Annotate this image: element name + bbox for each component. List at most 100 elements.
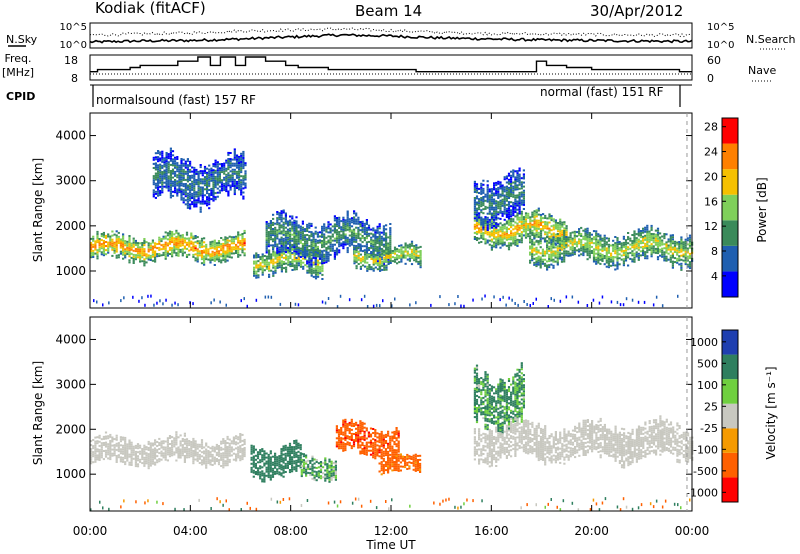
heatmap-cell xyxy=(174,301,176,305)
heatmap-cell xyxy=(408,257,411,260)
heatmap-cell xyxy=(190,234,193,237)
heatmap-cell xyxy=(370,268,373,271)
heatmap-cell xyxy=(548,253,551,256)
heatmap-cell xyxy=(176,164,179,167)
heatmap-cell xyxy=(235,245,238,248)
heatmap-cell xyxy=(194,440,197,443)
heatmap-cell xyxy=(230,240,233,243)
heatmap-cell xyxy=(482,187,485,190)
heatmap-cell xyxy=(335,249,339,252)
heatmap-cell xyxy=(96,458,99,461)
heatmap-cell xyxy=(644,226,647,229)
heatmap-cell xyxy=(325,226,328,229)
heatmap-cell xyxy=(348,298,351,302)
heatmap-cell xyxy=(359,247,362,250)
heatmap-cell xyxy=(541,260,544,263)
heatmap-cell xyxy=(368,264,371,266)
heatmap-cell xyxy=(100,452,103,455)
heatmap-cell xyxy=(141,242,144,244)
heatmap-cell xyxy=(92,245,95,248)
heatmap-cell xyxy=(495,184,498,186)
heatmap-cell xyxy=(505,207,508,210)
heatmap-cell xyxy=(507,223,511,226)
heatmap-cell xyxy=(100,454,103,457)
heatmap-cell xyxy=(520,216,523,219)
heatmap-cell xyxy=(402,252,405,255)
heatmap-cell xyxy=(552,250,555,253)
heatmap-cell xyxy=(601,249,604,252)
heatmap-cell xyxy=(302,261,305,264)
heatmap-cell xyxy=(232,246,235,249)
heatmap-cell xyxy=(186,170,189,173)
heatmap-cell xyxy=(180,174,183,177)
heatmap-cell xyxy=(181,236,184,239)
heatmap-cell xyxy=(242,187,245,190)
heatmap-cell xyxy=(342,222,345,225)
heatmap-cell xyxy=(223,172,226,175)
heatmap-cell xyxy=(232,240,235,243)
heatmap-cell xyxy=(269,226,272,229)
heatmap-cell xyxy=(253,274,256,277)
heatmap-cell xyxy=(175,449,178,452)
heatmap-cell xyxy=(338,235,341,238)
heatmap-cell xyxy=(493,206,496,209)
heatmap-cell xyxy=(214,171,217,174)
heatmap-cell xyxy=(333,249,336,252)
heatmap-cell xyxy=(151,255,154,258)
heatmap-cell xyxy=(203,245,206,248)
heatmap-cell xyxy=(194,452,197,455)
heatmap-cell xyxy=(274,265,277,268)
heatmap-cell xyxy=(257,266,260,269)
heatmap-cell xyxy=(197,179,200,182)
heatmap-cell xyxy=(228,239,231,242)
heatmap-cell xyxy=(274,243,277,246)
heatmap-cell xyxy=(268,255,271,258)
heatmap-cell xyxy=(128,249,131,252)
heatmap-cell xyxy=(169,147,172,150)
heatmap-cell xyxy=(211,240,214,243)
heatmap-cell xyxy=(490,234,493,237)
heatmap-cell xyxy=(539,224,543,226)
heatmap-cell xyxy=(546,231,549,234)
heatmap-cell xyxy=(295,242,298,245)
heatmap-cell xyxy=(563,223,566,226)
heatmap-cell xyxy=(195,203,198,206)
heatmap-cell xyxy=(622,264,625,267)
heatmap-cell xyxy=(237,253,240,256)
heatmap-cell xyxy=(154,461,157,464)
heatmap-cell xyxy=(157,186,160,189)
heatmap-cell xyxy=(193,201,196,204)
heatmap-cell xyxy=(575,249,579,252)
heatmap-cell xyxy=(635,251,638,254)
heatmap-cell xyxy=(175,435,178,438)
heatmap-cell xyxy=(183,461,186,463)
heatmap-cell xyxy=(111,254,114,257)
heatmap-cell xyxy=(94,452,97,455)
heatmap-cell xyxy=(473,223,476,226)
heatmap-cell xyxy=(175,451,178,454)
heatmap-cell xyxy=(115,448,118,451)
heatmap-cell xyxy=(327,257,330,260)
heatmap-cell xyxy=(586,248,589,250)
heatmap-cell xyxy=(165,174,168,177)
heatmap-cell xyxy=(293,248,296,251)
heatmap-cell xyxy=(158,255,161,257)
heatmap-cell xyxy=(571,231,574,234)
heatmap-cell xyxy=(514,239,517,242)
heatmap-cell xyxy=(319,268,322,271)
heatmap-cell xyxy=(475,233,479,235)
heatmap-cell xyxy=(370,244,373,247)
heatmap-cell xyxy=(94,252,97,255)
heatmap-cell xyxy=(340,220,343,223)
heatmap-cell xyxy=(178,181,181,183)
heatmap-cell xyxy=(136,447,140,450)
heatmap-cell xyxy=(510,211,513,214)
heatmap-cell xyxy=(191,184,194,187)
heatmap-cell xyxy=(196,236,199,239)
heatmap-cell xyxy=(616,251,619,254)
heatmap-cell xyxy=(490,212,493,215)
heatmap-cell xyxy=(590,245,593,248)
heatmap-cell xyxy=(96,448,99,451)
heatmap-cell xyxy=(233,150,236,153)
heatmap-cell xyxy=(318,241,322,244)
